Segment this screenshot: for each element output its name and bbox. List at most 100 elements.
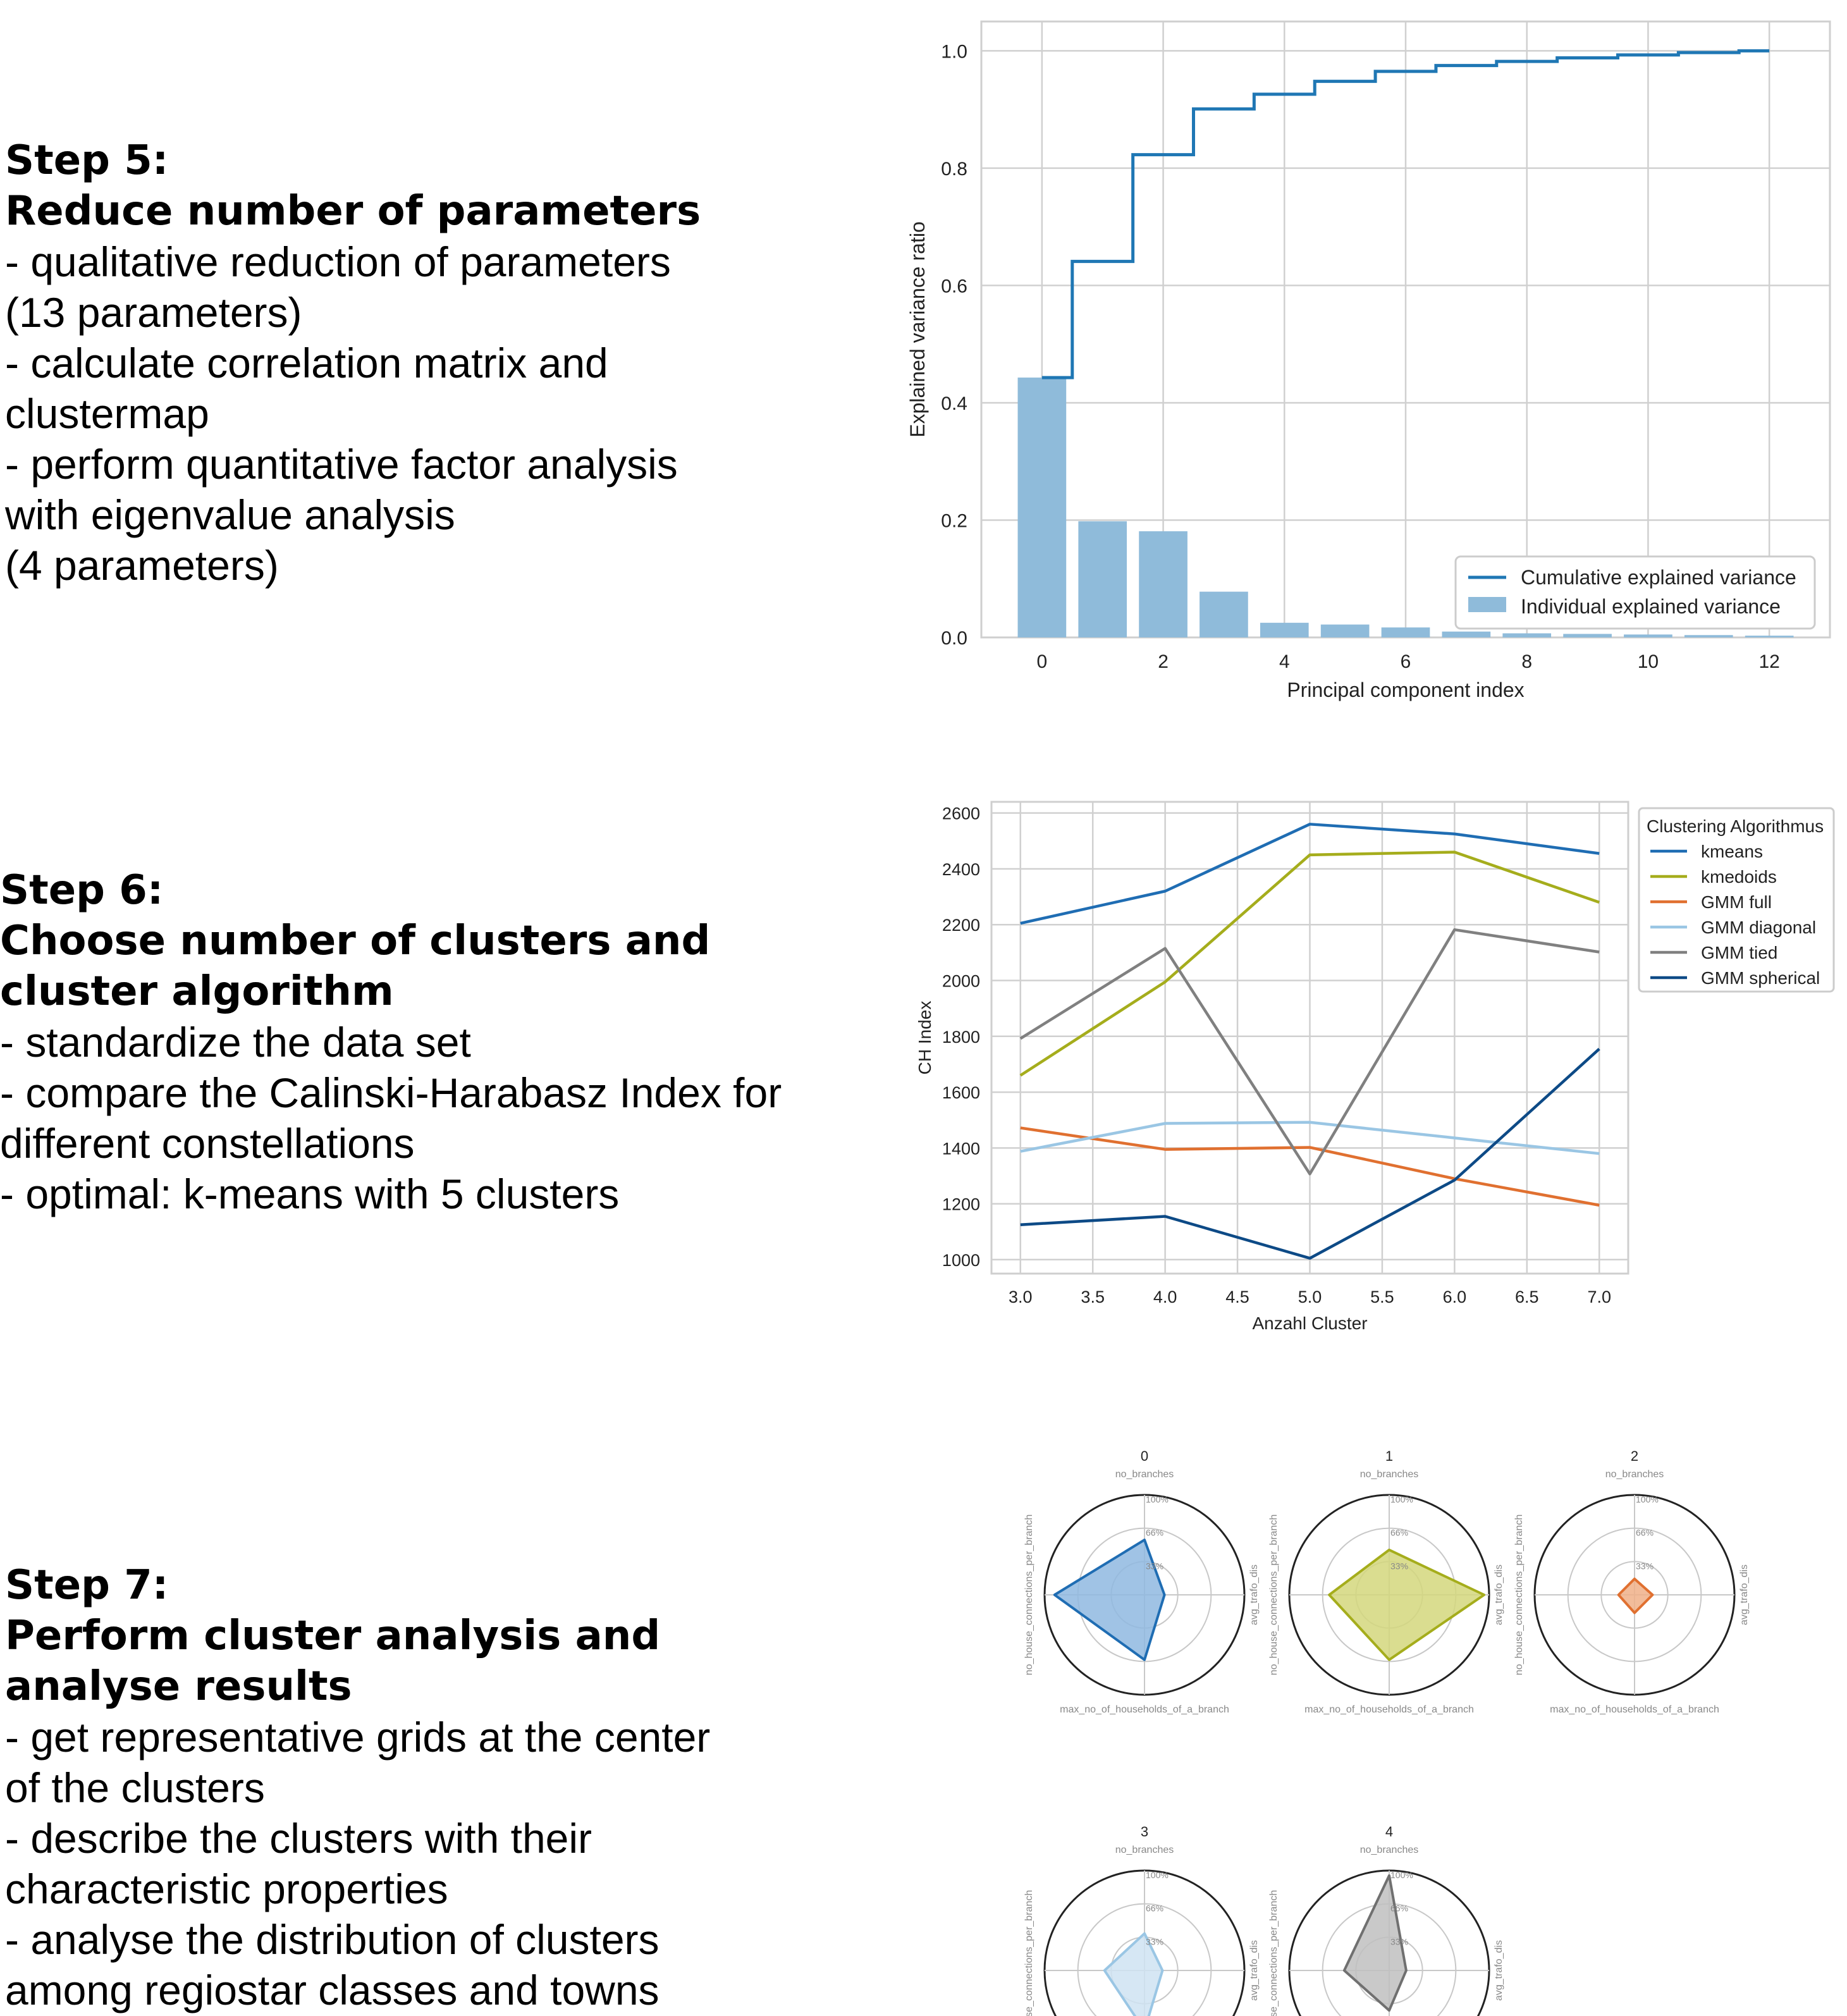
y-tick-label: 2600	[942, 804, 980, 823]
x-axis-label: Principal component index	[1287, 679, 1524, 701]
variance-bar	[1442, 631, 1491, 637]
step6-heading: cluster algorithm	[0, 968, 394, 1015]
legend-label: GMM full	[1701, 892, 1772, 912]
x-tick-label: 6.5	[1515, 1288, 1539, 1306]
radar-axis-label: no_branches	[1360, 1469, 1419, 1480]
variance-bar	[1320, 624, 1370, 637]
radar-cluster-title: 4	[1385, 1824, 1393, 1840]
radar-ring-label: 33%	[1390, 1936, 1408, 1946]
radar-cluster-title: 3	[1141, 1824, 1148, 1840]
step5-bullet: (13 parameters)	[5, 289, 302, 336]
legend-label-cumulative: Cumulative explained variance	[1521, 566, 1796, 589]
radar-axis-label: avg_trafo_dis	[1494, 1940, 1504, 2001]
radar-cluster-title: 2	[1631, 1448, 1638, 1464]
radar-polygon	[1053, 1539, 1166, 1661]
step7-bullet: - analyse the distribution of clusters	[5, 1916, 660, 1963]
y-axis-label: Explained variance ratio	[906, 221, 929, 438]
x-tick-label: 5.0	[1298, 1288, 1322, 1306]
x-tick-label: 4.5	[1225, 1288, 1249, 1306]
pca-legend: Cumulative explained variance Individual …	[1454, 555, 1816, 630]
step6-bullet: - standardize the data set	[0, 1019, 471, 1066]
radar-axis-label: no_branches	[1115, 1845, 1174, 1855]
radar-ring-label: 100%	[1390, 1870, 1413, 1880]
step7-bullet: - describe the clusters with their	[5, 1815, 592, 1862]
radar-axis-label: avg_trafo_dis	[1739, 1564, 1750, 1625]
step7-heading: Perform cluster analysis and	[5, 1613, 661, 1659]
step6-bullet: - optimal: k-means with 5 clusters	[0, 1171, 620, 1217]
radar-ring-label: 33%	[1146, 1936, 1163, 1946]
radar-chart-cluster-2: 2 no_branches 33% 66% 100% max_no_of_househol…	[1514, 1448, 1750, 1715]
step7-bullet: of the clusters	[5, 1764, 265, 1811]
y-tick-label: 0.8	[941, 159, 967, 180]
legend-label: GMM tied	[1701, 943, 1777, 962]
radar-axis-label: no_house_connections_per_branch	[1268, 1890, 1279, 2016]
step5-bullet: - qualitative reduction of parameters	[5, 238, 671, 285]
variance-bar	[1745, 636, 1794, 637]
radar-chart-cluster-0: 0 no_branches 33% 66% 100% max_no_of_househol…	[1024, 1448, 1260, 1715]
radar-axis-label: no_branches	[1605, 1469, 1664, 1480]
x-tick-label: 4.0	[1153, 1288, 1177, 1306]
pca-chart-group: 0 2 4 6 8 10 12 0.0 0.2 0.4 0.6 0.8 1.0 Principal com…	[906, 20, 1831, 701]
variance-bar	[1563, 634, 1612, 637]
variance-bar	[1381, 627, 1430, 637]
variance-bar	[1017, 378, 1067, 637]
radar-chart-cluster-1: 1 no_branches 33% 66% 100% max_no_of_househol…	[1268, 1448, 1504, 1715]
series-line-gmm-diagonal	[1020, 1121, 1600, 1155]
radar-axis-label: no_house_connections_per_branch	[1024, 1890, 1034, 2016]
y-tick-label: 0.0	[941, 628, 967, 649]
y-axis-label: CH Index	[915, 1001, 935, 1075]
step7-block: Step 7: Perform cluster analysis and ana…	[5, 1560, 710, 2015]
y-tick-label: 1800	[942, 1028, 980, 1047]
y-tick-label: 1.0	[941, 41, 967, 62]
x-tick-label: 12	[1758, 651, 1779, 672]
x-tick-label: 7.0	[1587, 1288, 1611, 1306]
x-tick-label: 3.5	[1081, 1288, 1105, 1306]
step6-bullet: - compare the Calinski-Harabasz Index fo…	[0, 1069, 782, 1116]
radar-polygon	[1328, 1548, 1486, 1661]
y-tick-label: 2200	[942, 916, 980, 935]
step5-bullet: (4 parameters)	[5, 542, 279, 589]
legend-label: kmedoids	[1701, 867, 1777, 887]
x-tick-label: 8	[1521, 651, 1532, 672]
step7-bullet: characteristic properties	[5, 1865, 448, 1912]
step5-bullet: - calculate correlation matrix and	[5, 340, 608, 386]
radar-ring-label: 66%	[1636, 1528, 1654, 1538]
step6-block: Step 6: Choose number of clusters and cl…	[0, 865, 782, 1219]
legend-frame	[1454, 555, 1816, 630]
legend-frame	[1638, 807, 1835, 993]
x-tick-label: 4	[1279, 651, 1290, 672]
x-tick-label: 6	[1401, 651, 1411, 672]
step5-bullet: with eigenvalue analysis	[5, 491, 455, 538]
step5-bullet: clustermap	[5, 390, 209, 437]
radar-ring-label: 66%	[1146, 1528, 1163, 1538]
variance-bar	[1200, 591, 1248, 637]
radar-polygon	[1342, 1874, 1408, 2012]
step7-title: Step 7:	[5, 1562, 169, 1609]
radar-ring-label: 66%	[1146, 1903, 1163, 1914]
radar-axis-label: no_house_connections_per_branch	[1268, 1515, 1279, 1675]
step5-heading: Reduce number of parameters	[5, 188, 701, 235]
cumulative-step-line	[1041, 49, 1770, 379]
variance-bar	[1624, 634, 1672, 637]
step6-title: Step 6:	[0, 867, 164, 914]
radar-axis-label: avg_trafo_dis	[1494, 1564, 1504, 1625]
y-tick-label: 1200	[942, 1195, 980, 1214]
radar-axis-label: no_house_connections_per_branch	[1514, 1515, 1525, 1675]
radar-polygon	[1103, 1932, 1164, 2016]
variance-bar	[1684, 635, 1733, 637]
step7-heading: analyse results	[5, 1663, 352, 1710]
radar-axis-label: avg_trafo_dis	[1249, 1564, 1260, 1625]
step7-bullet: among regiostar classes and towns	[5, 1967, 660, 2013]
y-tick-label: 0.4	[941, 393, 967, 414]
radar-ring-label: 100%	[1146, 1494, 1169, 1504]
series-line-kmedoids	[1019, 851, 1600, 1077]
y-tick-label: 1600	[942, 1083, 980, 1102]
radar-axis-label: avg_trafo_dis	[1249, 1940, 1260, 2001]
radar-cluster-title: 0	[1141, 1448, 1148, 1464]
radar-ring-label: 66%	[1390, 1528, 1408, 1538]
x-tick-label: 3.0	[1009, 1288, 1033, 1306]
radar-cluster-title: 1	[1385, 1448, 1393, 1464]
variance-bar	[1139, 531, 1187, 637]
radar-ring-label: 33%	[1146, 1561, 1163, 1571]
